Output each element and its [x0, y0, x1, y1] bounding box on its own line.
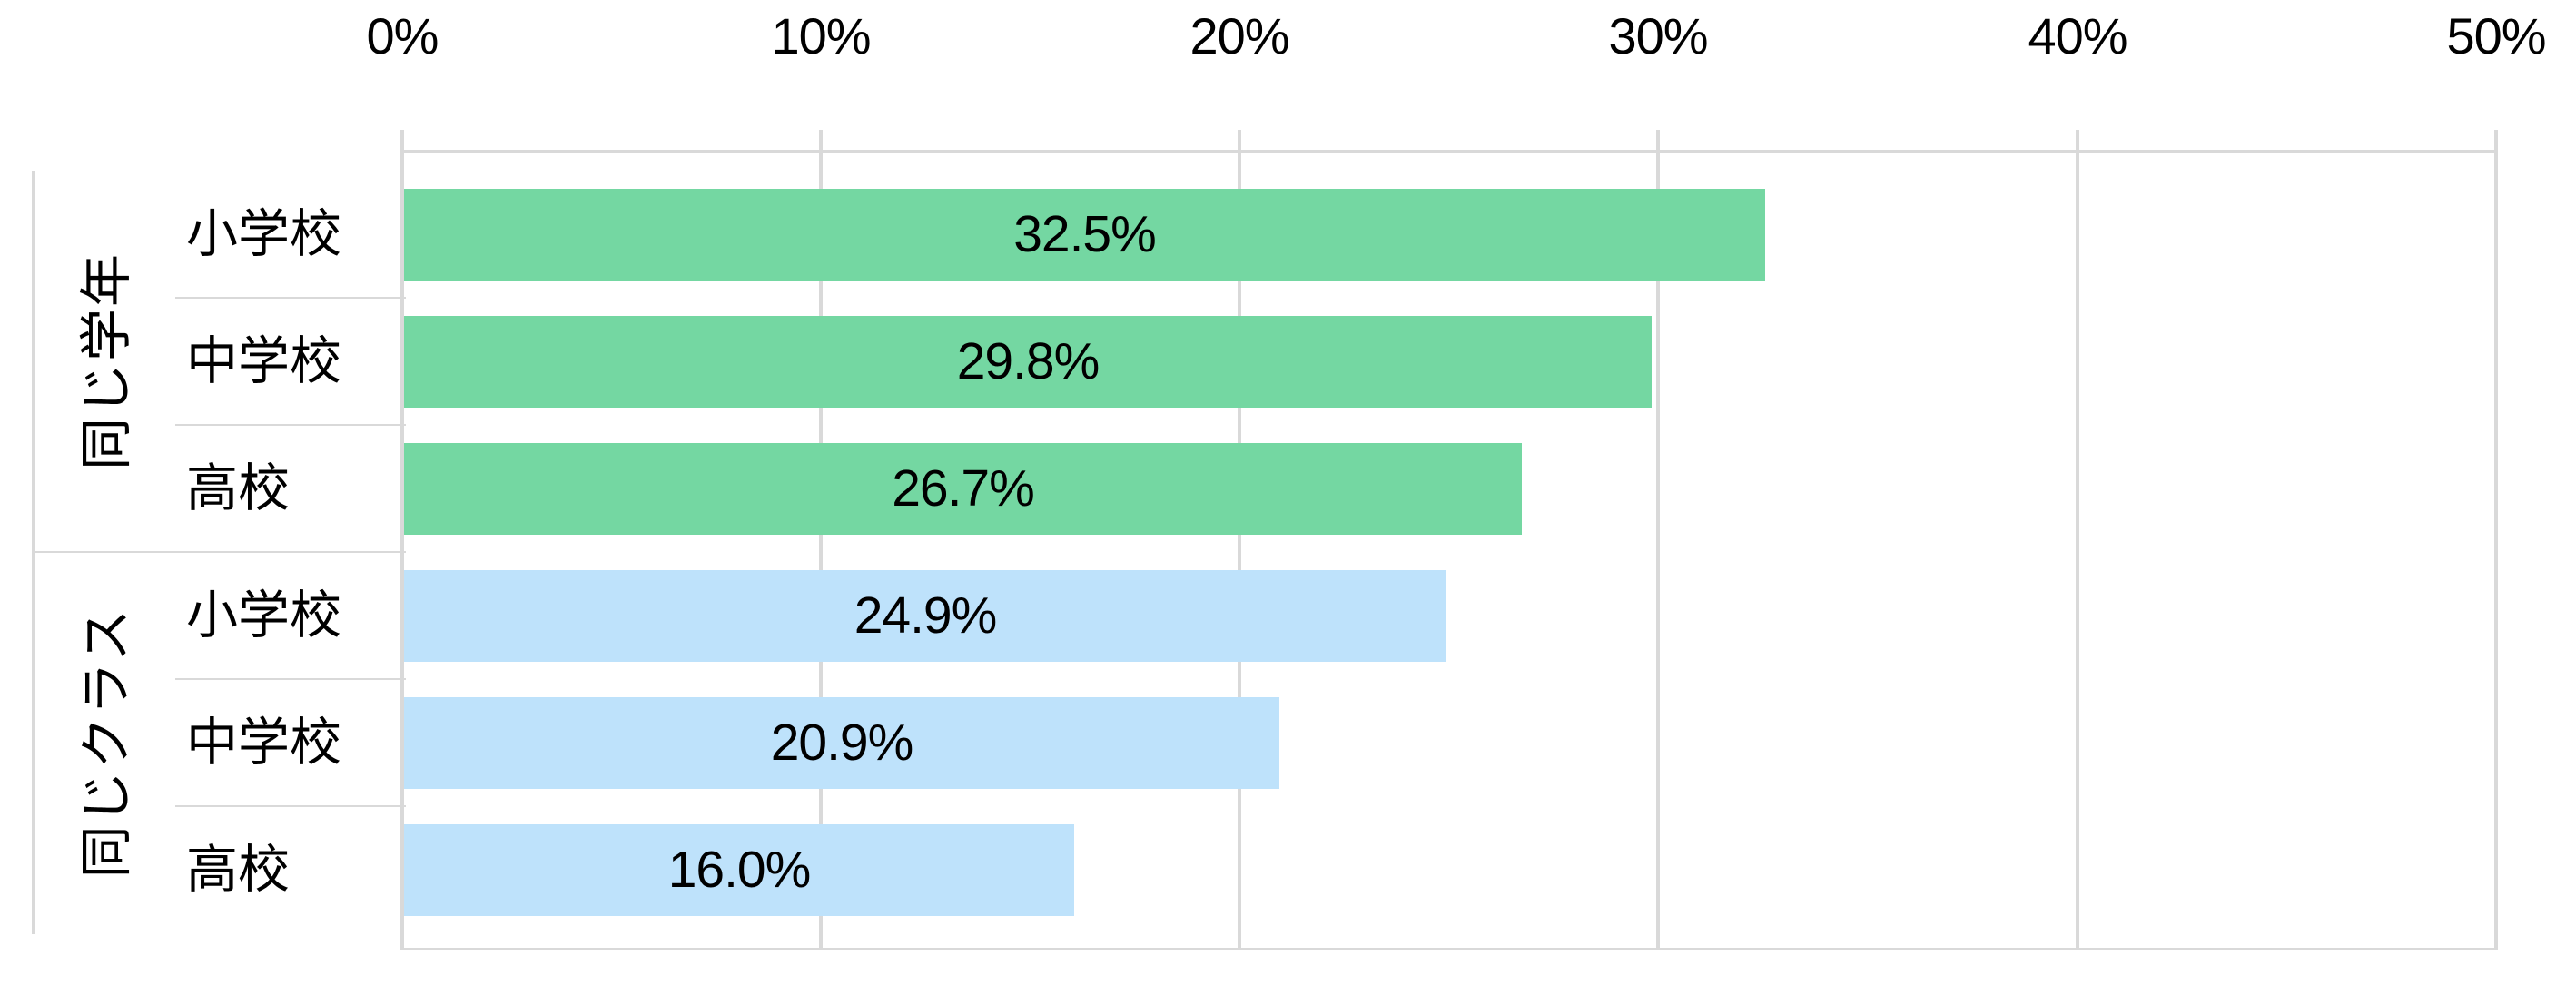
bar-value-label: 32.5%	[1013, 205, 1157, 263]
gridline-20pct	[1238, 150, 1241, 950]
bar-same-class-elementary: 24.9%	[404, 570, 1446, 662]
category-separator	[175, 297, 406, 299]
x-axis-tick-label-10: 10%	[771, 7, 871, 64]
x-axis-tick-mark	[2494, 130, 2498, 150]
x-axis-tick-mark	[819, 130, 823, 150]
x-axis-tick-label-50: 50%	[2446, 7, 2546, 64]
x-axis-tick-label-30: 30%	[1608, 7, 1708, 64]
x-axis-tick-label-40: 40%	[2028, 7, 2127, 64]
bar-value-label: 20.9%	[770, 714, 914, 772]
x-axis-tick-label-0: 0%	[366, 7, 439, 64]
bar-value-label: 26.7%	[892, 459, 1035, 517]
category-separator	[175, 805, 406, 807]
bar-same-class-middle: 20.9%	[404, 697, 1279, 789]
gridline-10pct	[819, 150, 823, 950]
gridline-50pct	[2494, 150, 2498, 950]
bar-value-label: 29.8%	[956, 332, 1100, 390]
bar-same-class-high: 16.0%	[404, 824, 1074, 916]
group-separator	[32, 551, 406, 553]
x-axis-tick-label-20: 20%	[1189, 7, 1289, 64]
group-label-same-grade: 同じ学年	[77, 251, 136, 471]
category-label-high: 高校	[186, 459, 290, 517]
x-axis-tick-mark	[2076, 130, 2079, 150]
x-axis-tick-mark	[1238, 130, 1241, 150]
bar-value-label: 16.0%	[667, 841, 812, 899]
plot-area	[402, 150, 2496, 950]
category-label-elementary: 小学校	[186, 586, 341, 645]
gridline-40pct	[2076, 150, 2079, 950]
bar-value-label: 24.9%	[854, 586, 998, 645]
gridline-0pct	[400, 150, 404, 950]
x-axis-tick-mark	[1656, 130, 1660, 150]
bar-same-grade-high: 26.7%	[404, 443, 1522, 535]
category-label-high: 高校	[186, 841, 290, 899]
gridline-30pct	[1656, 150, 1660, 950]
category-separator	[175, 678, 406, 680]
category-label-middle: 中学校	[186, 714, 341, 772]
x-axis-tick-mark	[400, 130, 404, 150]
group-label-same-class: 同じクラス	[77, 606, 136, 879]
bar-same-grade-middle: 29.8%	[404, 316, 1652, 408]
bar-same-grade-elementary: 32.5%	[404, 189, 1765, 281]
category-label-middle: 中学校	[186, 332, 341, 390]
category-separator	[175, 424, 406, 426]
category-label-elementary: 小学校	[186, 205, 341, 263]
